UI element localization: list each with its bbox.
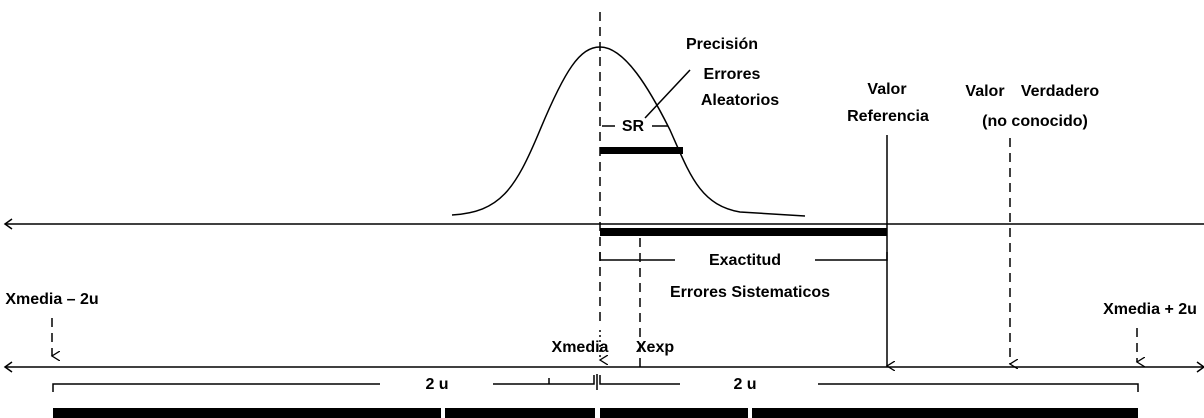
precision-title: Precisión	[686, 36, 758, 53]
true-value-label: (no conocido)	[982, 113, 1088, 130]
true-value-label: Valor	[965, 83, 1004, 100]
interval-bar	[752, 408, 1138, 418]
interval-bar	[445, 408, 595, 418]
accuracy-bar	[600, 228, 887, 236]
axis-label: Xmedia + 2u	[1103, 301, 1197, 318]
interval-brackets	[52, 375, 1139, 392]
precision-line: Aleatorios	[701, 92, 779, 109]
interval-bar	[53, 408, 441, 418]
accuracy-label: Exactitud	[709, 252, 781, 269]
precision-pointer	[644, 69, 691, 119]
sr-bar	[600, 147, 683, 154]
reference-label: Referencia	[847, 108, 929, 125]
true-value-label: Verdadero	[1021, 83, 1099, 100]
axis-label: Xexp	[636, 339, 674, 356]
precision-line: Errores	[704, 66, 761, 83]
upper-axis-arrow	[3, 218, 13, 230]
interval-label: 2 u	[425, 376, 448, 393]
interval-bar	[600, 408, 748, 418]
lower-axis-arrows	[3, 361, 1204, 373]
reference-label: Valor	[867, 81, 906, 98]
sr-label: SR	[622, 118, 645, 135]
axis-label: Xmedia – 2u	[5, 291, 98, 308]
interval-label: 2 u	[733, 376, 756, 393]
accuracy-sublabel: Errores Sistematicos	[670, 284, 830, 301]
axis-label: Xmedia	[552, 339, 609, 356]
